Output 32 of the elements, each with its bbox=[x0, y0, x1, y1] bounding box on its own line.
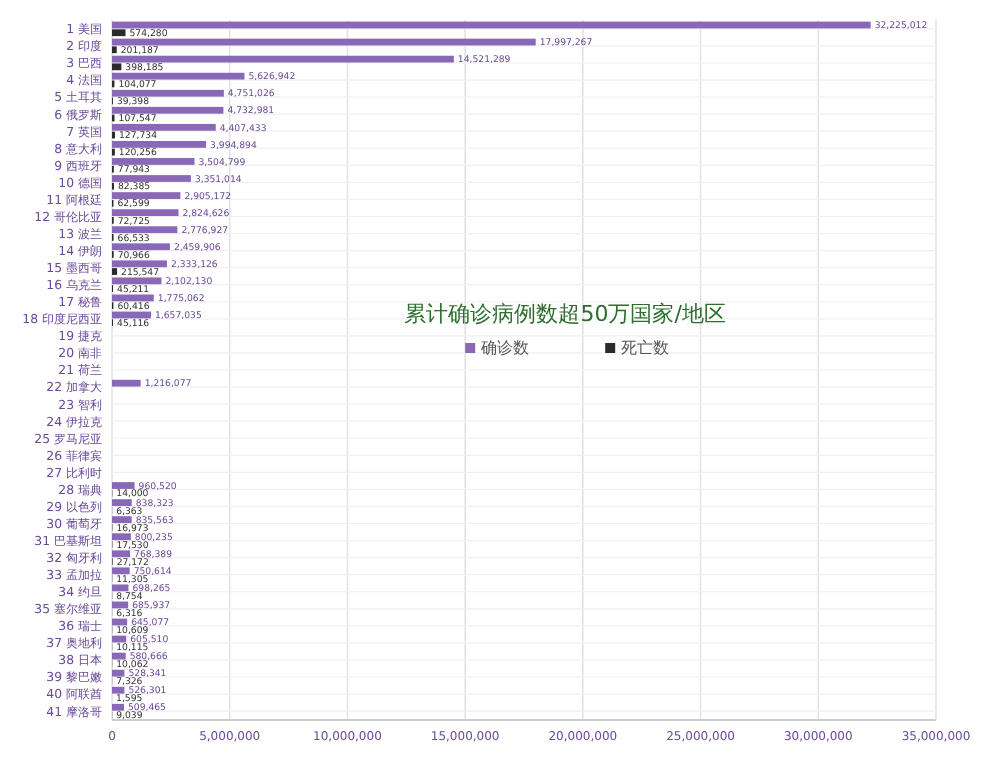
bar bbox=[112, 482, 135, 489]
legend-label: 死亡数 bbox=[621, 339, 670, 357]
bar bbox=[112, 175, 191, 182]
bar bbox=[112, 89, 224, 97]
bar bbox=[112, 703, 124, 711]
bar bbox=[112, 516, 132, 524]
bar bbox=[112, 106, 224, 114]
bar bbox=[112, 29, 126, 37]
bar bbox=[112, 209, 179, 217]
bar bbox=[112, 123, 216, 131]
bar bbox=[112, 260, 167, 268]
bar bbox=[112, 567, 130, 575]
bar bbox=[112, 584, 129, 592]
bar bbox=[112, 192, 181, 199]
text: 累计确诊病例数超50万国家/地区 bbox=[404, 301, 726, 327]
bar bbox=[112, 55, 454, 63]
bar bbox=[112, 72, 245, 80]
legend-label: 确诊数 bbox=[479, 339, 530, 357]
bar bbox=[112, 243, 170, 251]
bar bbox=[112, 158, 195, 165]
bar bbox=[112, 226, 178, 234]
bar bbox=[112, 669, 125, 677]
bar bbox=[112, 686, 125, 694]
bar bbox=[112, 63, 122, 71]
bar bbox=[112, 141, 207, 148]
bar bbox=[112, 550, 131, 558]
bar bbox=[112, 533, 131, 541]
bar bbox=[112, 277, 162, 285]
bar bbox=[112, 268, 118, 275]
bar bbox=[112, 652, 126, 660]
bar bbox=[112, 379, 141, 387]
bar bbox=[112, 499, 132, 506]
